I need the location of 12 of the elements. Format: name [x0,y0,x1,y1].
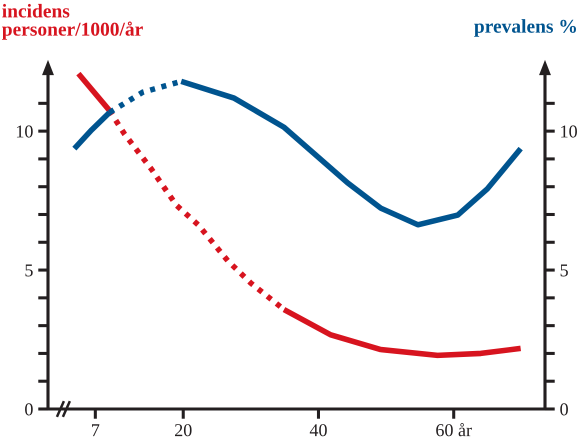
x-tick-label: 60 år [436,423,472,436]
x-tick-label: 7 [92,424,100,436]
y-tick-label: 0 [25,403,33,416]
y-tick-label: 5 [25,264,33,277]
y2-tick-label: 10 [561,125,577,138]
y-axis-title: incidens personer/1000/år [2,4,143,40]
y2-axis-title: prevalens % [474,19,576,37]
x-tick-label: 40 [310,424,327,436]
y-tick-label: 10 [16,125,33,138]
x-tick-label: 20 [175,424,192,436]
y2-tick-label: 0 [560,403,568,416]
y2-tick-label: 5 [560,264,568,277]
